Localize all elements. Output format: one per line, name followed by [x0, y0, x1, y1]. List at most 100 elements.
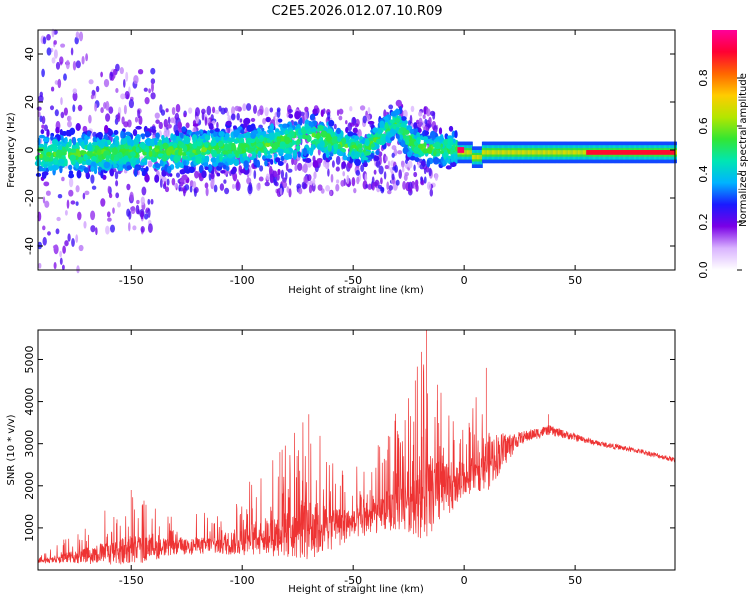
colorbar-ticks: 0.0 0.2 0.4 0.6 0.8: [697, 69, 742, 279]
spectrogram-cell: [117, 112, 121, 123]
spectrogram-cell: [447, 137, 454, 147]
spectrogram-cell: [50, 86, 55, 92]
spectrogram-cell: [486, 150, 489, 155]
spectrogram-cell: [132, 225, 137, 231]
spectrogram-cell: [491, 150, 494, 155]
spectrogram-cell: [200, 135, 205, 140]
spectrogram-cell: [325, 133, 332, 142]
spectrogram-cell: [264, 181, 270, 187]
spectrogram-cell: [167, 116, 171, 125]
spectrogram-cell: [103, 134, 108, 139]
spectrogram-cell: [166, 148, 172, 156]
spectrogram-cell: [376, 138, 381, 145]
y-tick-label: 5000: [23, 345, 36, 373]
spectrogram-cell: [327, 143, 332, 152]
spectrogram-cell: [183, 113, 187, 118]
spectrogram-cell: [325, 185, 331, 192]
y-tick-label: 3000: [23, 430, 36, 458]
spectrogram-cell: [138, 115, 143, 125]
spectrogram-cell: [378, 165, 384, 175]
spectrogram-cell: [488, 150, 491, 155]
x-tick-label: -100: [230, 274, 255, 287]
spectrogram-cell: [558, 150, 561, 155]
spectrogram-cell: [423, 176, 427, 184]
spectrogram-cell: [541, 150, 544, 155]
spectrogram-cell: [465, 150, 468, 155]
spectrogram-cell: [388, 104, 394, 110]
spectrogram-cell: [57, 158, 65, 165]
spectrogram-cell: [432, 143, 438, 148]
y-tick-label: 4000: [23, 388, 36, 416]
spectrogram-cell: [245, 103, 252, 111]
spectrogram-cell: [308, 184, 313, 194]
spectrogram-cell: [62, 245, 66, 254]
spectrogram-cell: [82, 192, 86, 200]
spectrogram-cell: [208, 122, 214, 130]
spectrogram-cell: [469, 150, 472, 155]
spectrogram-cell: [178, 147, 183, 157]
spectrogram-cell: [194, 170, 199, 179]
spectrogram-cell: [252, 130, 259, 135]
spectrogram-cell: [69, 127, 76, 135]
spectrogram-cell: [434, 173, 439, 181]
spectrogram-cell: [212, 130, 219, 138]
spectrogram-cell: [477, 155, 480, 160]
spectrogram-cell: [72, 60, 77, 71]
spectrogram-cell: [468, 150, 471, 155]
spectrogram-cell: [100, 107, 104, 114]
spectrogram-cell: [129, 191, 134, 202]
spectrogram-cell: [548, 150, 551, 155]
spectrogram-cell: [313, 171, 317, 180]
spectrogram-cell: [301, 166, 305, 172]
spectrogram-cell: [311, 132, 316, 138]
snr-panel: -150 -100 -50 0 50 1000 2000 3000 4000 5000 Heigh…: [6, 329, 676, 595]
spectrogram-cell: [223, 107, 228, 114]
spectrogram-cell: [154, 174, 160, 183]
spectrogram-cell: [46, 34, 51, 41]
spectrogram-cell: [249, 156, 255, 161]
spectrogram-cell: [352, 117, 356, 124]
spectrogram-cell: [53, 159, 59, 165]
spectrogram-cell: [175, 172, 181, 178]
spectrogram-cell: [192, 180, 197, 189]
spectrogram-cell: [155, 119, 160, 124]
spectrogram-cell: [107, 217, 112, 222]
spectrogram-cell: [256, 159, 261, 168]
spectrogram-cell: [81, 55, 85, 65]
spectrogram-cell: [114, 140, 119, 147]
snr-series-line: [37, 330, 676, 565]
spectrogram-cell: [526, 150, 529, 155]
spectrogram-cell: [68, 189, 74, 197]
spectrogram-cell: [284, 129, 289, 136]
spectrogram-cell: [297, 162, 303, 171]
spectrogram-cell: [474, 155, 477, 160]
spectrogram-cell: [509, 150, 512, 155]
spectrogram-cell: [367, 183, 372, 190]
spectrogram-cell: [201, 170, 207, 179]
spectrogram-cell: [195, 114, 200, 124]
spectrogram-cell: [120, 130, 124, 139]
spectrogram-cell: [312, 108, 318, 115]
spectrogram-cell: [57, 144, 63, 151]
spectrogram-cell: [457, 147, 465, 153]
spectrogram-cell: [145, 137, 152, 147]
spectrogram-cell: [61, 264, 65, 270]
spectrogram-cell: [534, 150, 537, 155]
spectrogram-cell: [79, 137, 84, 143]
spectrogram-cell: [234, 139, 239, 144]
spectrogram-cell: [513, 150, 515, 155]
spectrogram-cell: [43, 181, 50, 187]
spectrogram-cell: [192, 142, 198, 149]
spectrogram-cell: [484, 150, 487, 155]
x-tick-label: -50: [344, 574, 362, 587]
spectrogram-cell: [83, 138, 88, 146]
spectrogram-cell: [222, 164, 227, 170]
spectrogram-cell: [413, 164, 416, 172]
spectrogram-cell: [360, 164, 365, 172]
spectrogram-cell: [95, 85, 100, 93]
spectrogram-cell: [42, 137, 50, 143]
spectrogram-cell: [356, 176, 360, 185]
spectrogram-cell: [299, 111, 305, 116]
y-tick-label: 20: [23, 95, 36, 109]
spectrogram-cell: [46, 151, 52, 157]
